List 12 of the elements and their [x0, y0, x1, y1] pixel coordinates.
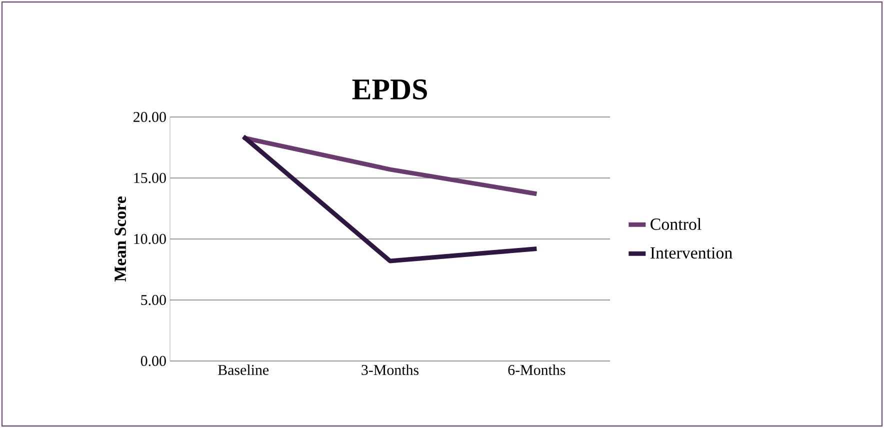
legend-label: Control	[650, 218, 702, 230]
x-tick-label: Baseline	[218, 364, 269, 376]
y-tick-label: 20.00	[134, 112, 166, 122]
y-tick-label: 5.00	[141, 294, 166, 306]
y-axis-title: Mean Score	[114, 196, 126, 282]
x-tick-label: 3-Months	[362, 364, 419, 376]
legend-label: Intervention	[650, 247, 732, 259]
x-tick-label: 6-Months	[508, 364, 566, 376]
chart-title: EPDS	[352, 79, 427, 100]
y-tick-label: 0.00	[140, 356, 166, 366]
y-tick-label: 15.00	[134, 172, 166, 184]
y-tick-label: 10.00	[134, 234, 166, 244]
